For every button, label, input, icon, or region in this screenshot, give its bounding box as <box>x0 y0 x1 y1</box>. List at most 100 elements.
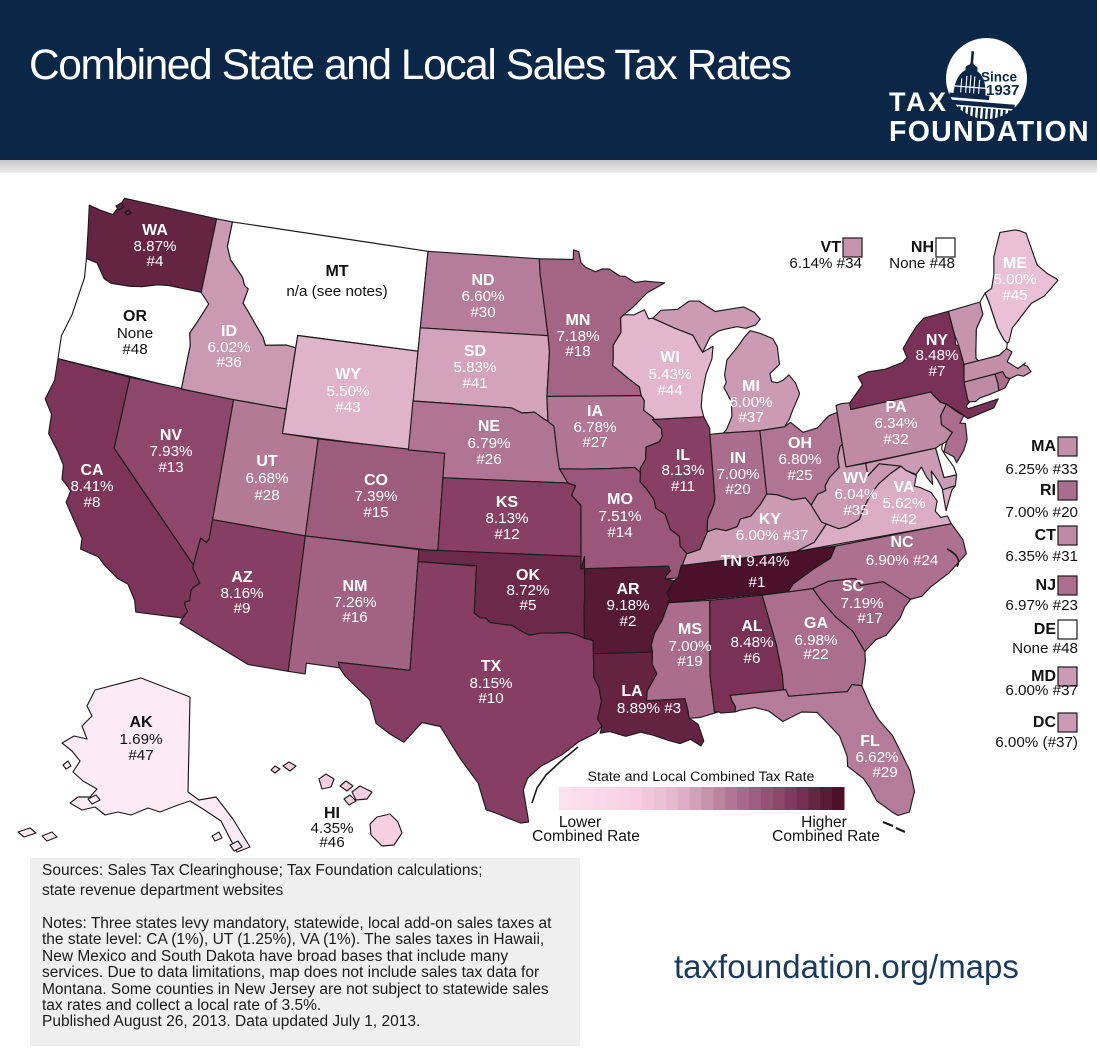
svg-text:#7: #7 <box>929 363 946 380</box>
svg-text:6.60%: 6.60% <box>461 288 504 305</box>
svg-text:6.68%: 6.68% <box>245 470 288 487</box>
svg-text:1937: 1937 <box>986 82 1019 99</box>
svg-text:5.62%: 5.62% <box>882 495 925 512</box>
svg-text:#11: #11 <box>671 478 695 495</box>
svg-text:#30: #30 <box>470 304 495 321</box>
svg-text:6.34%: 6.34% <box>874 415 917 432</box>
svg-text:8.16%: 8.16% <box>220 585 263 602</box>
svg-text:6.00% (#37): 6.00% (#37) <box>995 734 1078 751</box>
svg-text:IA: IA <box>587 403 603 420</box>
svg-text:6.90% #24: 6.90% #24 <box>866 552 939 569</box>
svg-text:MD: MD <box>1031 668 1056 685</box>
svg-text:LA: LA <box>621 683 643 700</box>
svg-text:WY: WY <box>335 366 361 383</box>
svg-text:WA: WA <box>142 222 168 239</box>
svg-text:6.79%: 6.79% <box>467 435 510 452</box>
svg-text:MI: MI <box>742 378 760 395</box>
svg-text:#42: #42 <box>891 511 916 528</box>
svg-text:SD: SD <box>464 343 486 360</box>
svg-text:HI: HI <box>324 805 340 822</box>
svg-text:8.41%: 8.41% <box>70 478 113 495</box>
svg-text:VA: VA <box>893 479 914 496</box>
svg-text:8.48%: 8.48% <box>730 634 773 651</box>
svg-text:NM: NM <box>343 578 368 595</box>
svg-text:8.89% #3: 8.89% #3 <box>617 700 681 717</box>
svg-text:#10: #10 <box>478 690 503 707</box>
svg-text:#41: #41 <box>462 375 487 392</box>
svg-text:MA: MA <box>1031 438 1056 455</box>
svg-text:#37: #37 <box>738 409 763 426</box>
svg-text:4.35%: 4.35% <box>310 820 353 837</box>
svg-text:AL: AL <box>741 618 763 635</box>
svg-text:ID: ID <box>221 323 237 340</box>
svg-text:MS: MS <box>678 621 702 638</box>
svg-text:#18: #18 <box>565 343 590 360</box>
svg-text:#6: #6 <box>744 650 761 667</box>
svg-text:PA: PA <box>885 399 906 416</box>
svg-text:#17: #17 <box>857 610 882 627</box>
svg-text:#19: #19 <box>677 653 702 670</box>
svg-text:GA: GA <box>804 615 828 632</box>
svg-text:#22: #22 <box>803 646 828 663</box>
svg-text:ND: ND <box>471 272 494 289</box>
svg-text:8.48%: 8.48% <box>915 347 958 364</box>
svg-text:DC: DC <box>1033 714 1057 731</box>
svg-text:IN: IN <box>730 450 746 467</box>
svg-text:WV: WV <box>843 470 869 487</box>
svg-text:#14: #14 <box>607 524 632 541</box>
svg-text:Higher: Higher <box>801 814 847 831</box>
svg-text:#43: #43 <box>335 399 360 416</box>
svg-text:State and Local Combined Tax R: State and Local Combined Tax Rate <box>588 769 815 785</box>
svg-text:AZ: AZ <box>231 569 253 586</box>
svg-text:MN: MN <box>566 312 591 329</box>
svg-text:OH: OH <box>788 435 812 452</box>
svg-text:8.13%: 8.13% <box>485 510 528 527</box>
svg-text:TX: TX <box>481 658 502 675</box>
svg-text:8.87%: 8.87% <box>133 238 176 255</box>
svg-text:SC: SC <box>842 578 865 595</box>
svg-text:7.19%: 7.19% <box>840 595 883 612</box>
svg-text:KS: KS <box>496 494 519 511</box>
svg-text:5.50%: 5.50% <box>326 383 369 400</box>
svg-text:7.00%: 7.00% <box>716 466 759 483</box>
svg-text:Combined Rate: Combined Rate <box>772 828 880 845</box>
svg-text:8.13%: 8.13% <box>661 462 704 479</box>
svg-text:#5: #5 <box>520 597 537 614</box>
svg-text:6.25% #33: 6.25% #33 <box>1005 461 1078 478</box>
svg-text:#27: #27 <box>582 434 607 451</box>
svg-text:6.80%: 6.80% <box>778 451 821 468</box>
svg-text:6.35% #31: 6.35% #31 <box>1005 548 1078 565</box>
svg-text:#4: #4 <box>147 253 164 270</box>
svg-text:None: None <box>117 325 153 342</box>
svg-text:6.98%: 6.98% <box>794 632 837 649</box>
svg-text:MO: MO <box>607 491 633 508</box>
svg-text:#12: #12 <box>494 526 519 543</box>
svg-text:#15: #15 <box>363 504 388 521</box>
svg-text:#25: #25 <box>787 467 812 484</box>
svg-text:#2: #2 <box>620 613 637 630</box>
svg-text:WI: WI <box>660 349 680 366</box>
svg-text:5.83%: 5.83% <box>453 359 496 376</box>
svg-text:CO: CO <box>364 472 388 489</box>
svg-text:Lower: Lower <box>559 814 601 831</box>
svg-text:NE: NE <box>478 418 501 435</box>
svg-text:#44: #44 <box>657 382 682 399</box>
svg-text:7.93%: 7.93% <box>149 443 192 460</box>
svg-text:6.02%: 6.02% <box>207 339 250 356</box>
svg-text:7.00% #20: 7.00% #20 <box>1005 504 1078 521</box>
svg-text:TN 9.44%: TN 9.44% <box>721 553 790 570</box>
svg-text:5.00%: 5.00% <box>993 271 1036 288</box>
svg-text:#13: #13 <box>158 459 183 476</box>
svg-text:#48: #48 <box>122 341 147 358</box>
svg-text:NH: NH <box>911 239 934 256</box>
svg-text:#36: #36 <box>216 354 241 371</box>
svg-text:NY: NY <box>926 332 949 349</box>
svg-text:6.14% #34: 6.14% #34 <box>789 255 862 272</box>
svg-text:#46: #46 <box>319 834 344 851</box>
svg-text:OK: OK <box>516 567 540 584</box>
svg-text:#26: #26 <box>476 451 501 468</box>
svg-text:1.69%: 1.69% <box>119 731 162 748</box>
svg-text:8.15%: 8.15% <box>469 675 512 692</box>
svg-text:9.18%: 9.18% <box>606 597 649 614</box>
svg-text:#45: #45 <box>1002 287 1027 304</box>
